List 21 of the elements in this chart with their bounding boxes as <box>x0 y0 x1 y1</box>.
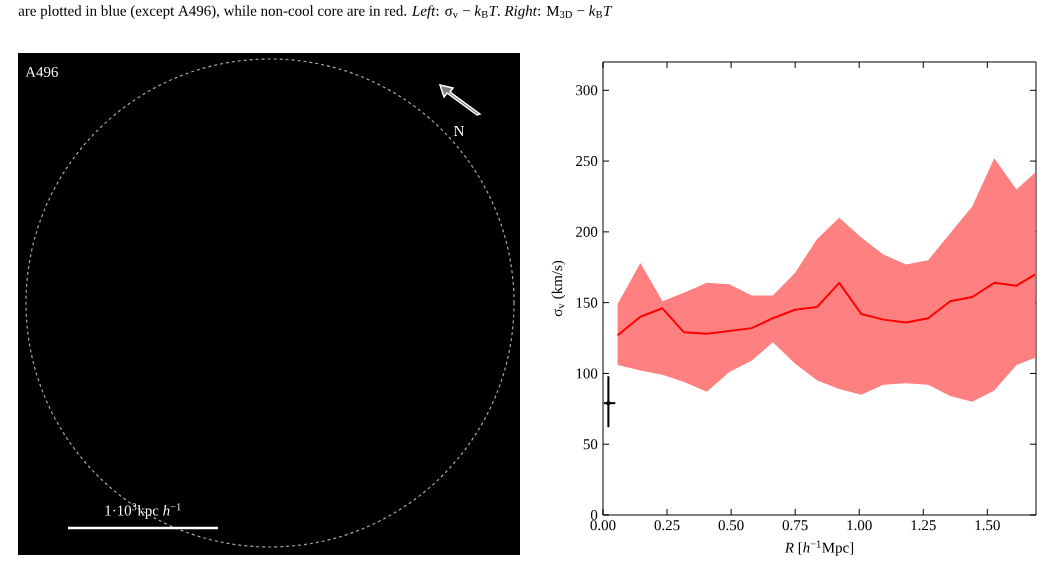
y-tick-label: 250 <box>576 156 598 167</box>
y-tick-label: 150 <box>576 297 598 308</box>
text: 1·10$^{3}$kpc h$^{−1}$ <box>105 503 181 519</box>
x-tick-label: 0.25 <box>654 520 680 531</box>
x-tick-label: 0.00 <box>590 520 616 531</box>
y-tick-label: 0 <box>590 509 598 521</box>
y-axis-title: σ$_{v}$ (km/s) <box>551 260 566 317</box>
y-tick-label: 50 <box>583 439 598 450</box>
x-tick-label: 0.75 <box>782 520 808 531</box>
x-tick-label: 1.25 <box>911 520 936 531</box>
x-axis-title: R [h$^{−1}$Mpc] <box>784 540 854 556</box>
x-tick-label: 0.50 <box>718 520 744 531</box>
text: N <box>454 126 465 136</box>
line-series <box>616 273 1036 337</box>
y-tick-label: 300 <box>576 85 598 96</box>
text: A496 <box>25 66 58 77</box>
text: are plotted in blue (except A496), while non-cool core are in red. Left: σ$_{v}$ − k$_{B}$T. Right: M$_{3D}$ − k$_{B}$T <box>18 5 613 19</box>
x-tick-label: 1.00 <box>847 520 872 531</box>
y-tick-label: 200 <box>576 226 598 237</box>
y-tick-label: 100 <box>576 368 598 379</box>
x-tick-label: 1.50 <box>975 520 1000 531</box>
